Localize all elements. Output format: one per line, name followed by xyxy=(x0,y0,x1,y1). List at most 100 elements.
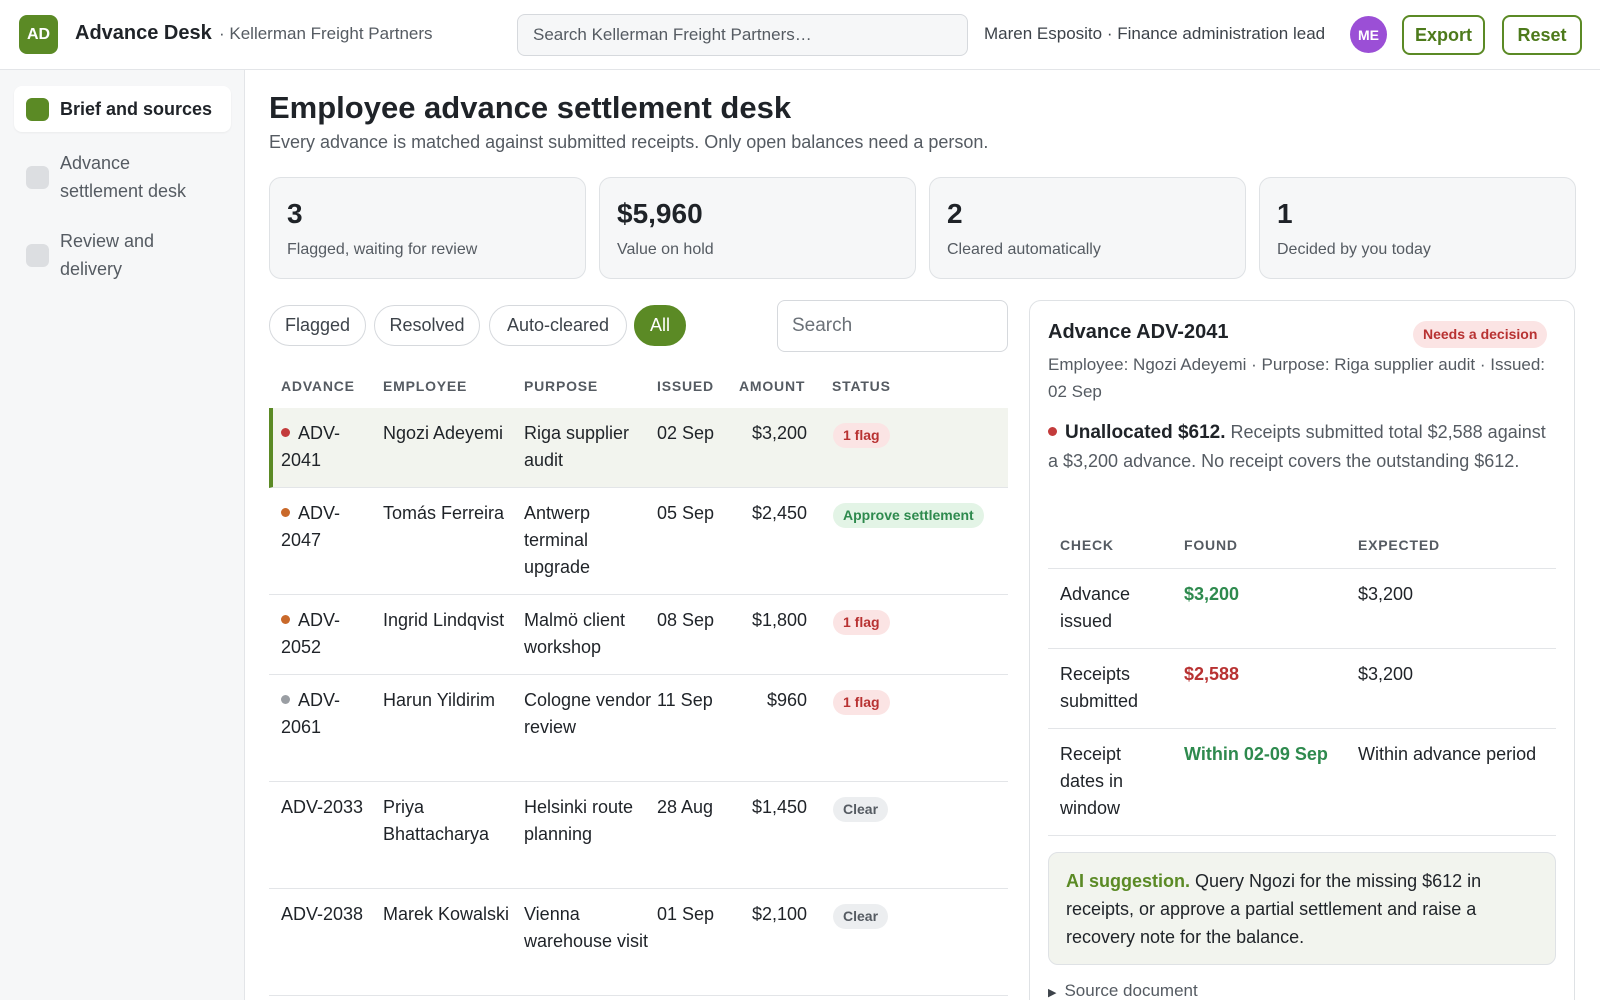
cell-purpose: Antwerp terminal upgrade xyxy=(524,503,591,577)
source-document-toggle[interactable]: ▶ Source document xyxy=(1048,981,1198,1000)
status-badge: Clear xyxy=(833,797,889,822)
cell-employee: Ngozi Adeyemi xyxy=(383,423,504,443)
sidebar: Brief and sources Advance settlement des… xyxy=(0,70,245,1000)
cell-issued: 05 Sep xyxy=(657,503,715,523)
export-button[interactable]: Export xyxy=(1402,15,1485,55)
column-header-purpose: PURPOSE xyxy=(524,378,599,394)
user-label: Maren Esposito · Finance administration … xyxy=(984,24,1326,43)
check-header-expected: EXPECTED xyxy=(1358,537,1440,553)
priority-dot-icon xyxy=(281,695,290,704)
cell-issued: 01 Sep xyxy=(657,904,715,924)
table-row[interactable]: ADV-2047 Tomás Ferreira Antwerp terminal u… xyxy=(269,488,1008,595)
sidebar-item-review-and-delivery[interactable]: Review and delivery xyxy=(14,224,231,286)
check-row: Advance issued $3,200 $3,200 xyxy=(1048,568,1556,648)
status-badge: 1 flag xyxy=(833,423,890,448)
priority-dot-icon xyxy=(281,428,290,437)
filter-auto-cleared[interactable]: Auto-cleared xyxy=(489,305,627,346)
check-found: $2,588 xyxy=(1184,664,1240,684)
filter-flagged[interactable]: Flagged xyxy=(269,305,366,346)
step-indicator-icon xyxy=(26,98,49,121)
cell-purpose: Helsinki route planning xyxy=(524,797,634,844)
cell-amount: $1,450 xyxy=(751,797,807,817)
stat-card-decided: 1 Decided by you today xyxy=(1259,177,1576,279)
cell-employee: Priya Bhattacharya xyxy=(383,797,490,844)
cell-advance: ADV-2061 xyxy=(281,687,371,741)
cell-advance: ADV-2052 xyxy=(281,607,371,661)
check-name: Advance issued xyxy=(1060,584,1131,631)
cell-issued: 28 Aug xyxy=(657,797,714,817)
stat-label: Cleared automatically xyxy=(947,241,1101,258)
status-badge: 1 flag xyxy=(833,610,890,635)
cell-amount: $2,450 xyxy=(751,503,807,523)
cell-amount: $2,100 xyxy=(751,904,807,924)
status-badge: Approve settlement xyxy=(833,503,984,528)
advance-id: ADV-2052 xyxy=(281,610,341,657)
sidebar-item-brief-and-sources[interactable]: Brief and sources xyxy=(14,86,231,132)
cell-advance: ADV-2041 xyxy=(281,420,371,474)
ai-suggestion-text: AI suggestion. Query Ngozi for the missi… xyxy=(1066,867,1542,951)
stat-label: Flagged, waiting for review xyxy=(287,241,478,258)
stat-value: $5,960 xyxy=(617,198,703,229)
disclosure-triangle-icon: ▶ xyxy=(1048,987,1057,999)
table-row[interactable]: ADV-2038 Marek Kowalski Vienna warehouse v… xyxy=(269,889,1008,996)
flag-dot-icon xyxy=(1048,427,1057,436)
reset-button[interactable]: Reset xyxy=(1502,15,1582,55)
cell-amount: $3,200 xyxy=(751,423,807,443)
check-name: Receipts submitted xyxy=(1060,664,1139,711)
stat-card-flagged: 3 Flagged, waiting for review xyxy=(269,177,586,279)
column-header-advance: ADVANCE xyxy=(281,378,355,394)
filter-resolved[interactable]: Resolved xyxy=(374,305,480,346)
check-name: Receipt dates in window xyxy=(1060,744,1124,818)
avatar[interactable]: ME xyxy=(1350,16,1387,53)
column-header-amount: AMOUNT xyxy=(739,378,806,394)
step-indicator-icon xyxy=(26,166,49,189)
advance-id: ADV-2061 xyxy=(281,690,341,737)
page-title: Employee advance settlement desk xyxy=(269,90,792,125)
status-badge: Clear xyxy=(833,904,889,929)
top-bar: AD Advance Desk · Kellerman Freight Part… xyxy=(0,0,1600,70)
advance-id: ADV-2047 xyxy=(281,503,341,550)
stat-value: 3 xyxy=(287,198,303,229)
cell-employee: Ingrid Lindqvist xyxy=(383,610,505,630)
sidebar-item-label: Advance settlement desk xyxy=(60,153,187,201)
check-expected: $3,200 xyxy=(1358,584,1414,604)
ai-suggestion-body: Query Ngozi for the missing $612 in rece… xyxy=(1066,871,1482,947)
cell-employee: Marek Kowalski xyxy=(383,904,510,924)
sidebar-item-label: Brief and sources xyxy=(60,99,213,119)
flag-text: Receipts submitted total $2,588 against … xyxy=(1048,422,1546,471)
cell-employee: Tomás Ferreira xyxy=(383,503,505,523)
advance-id: ADV-2033 xyxy=(281,797,364,817)
step-indicator-icon xyxy=(26,244,49,267)
check-found: $3,200 xyxy=(1184,584,1240,604)
cell-advance: ADV-2038 xyxy=(281,901,371,928)
cell-issued: 08 Sep xyxy=(657,610,715,630)
status-badge: 1 flag xyxy=(833,690,890,715)
priority-dot-icon xyxy=(281,508,290,517)
table-row[interactable]: ADV-2033 Priya Bhattacharya Helsinki route… xyxy=(269,782,1008,889)
cell-advance: ADV-2047 xyxy=(281,500,371,554)
table-row[interactable]: ADV-2041 Ngozi Adeyemi Riga supplier audit… xyxy=(269,408,1008,488)
column-header-status: STATUS xyxy=(832,378,891,394)
stat-label: Decided by you today xyxy=(1277,241,1431,258)
flag-summary: Unallocated $612. Receipts submitted tot… xyxy=(1048,418,1558,476)
table-row[interactable]: ADV-2052 Ingrid Lindqvist Malmö client wor… xyxy=(269,595,1008,675)
detail-meta: Employee: Ngozi Adeyemi · Purpose: Riga … xyxy=(1048,355,1546,401)
detail-title: Advance ADV-2041 xyxy=(1048,321,1229,343)
source-document-label: Source document xyxy=(1064,981,1198,1000)
filter-all[interactable]: All xyxy=(634,305,686,346)
cell-purpose: Cologne vendor review xyxy=(524,690,652,737)
check-found: Within 02-09 Sep xyxy=(1184,744,1328,764)
flag-heading: Unallocated $612. xyxy=(1065,422,1226,443)
table-search-input[interactable] xyxy=(777,300,1008,352)
cell-issued: 11 Sep xyxy=(657,690,713,710)
check-expected: Within advance period xyxy=(1358,744,1537,764)
global-search-input[interactable] xyxy=(517,14,968,56)
table-row[interactable]: ADV-2061 Harun Yildirim Cologne vendor rev… xyxy=(269,675,1008,782)
column-header-employee: EMPLOYEE xyxy=(383,378,468,394)
check-header-found: FOUND xyxy=(1184,537,1238,553)
check-header-check: CHECK xyxy=(1060,537,1114,553)
stat-card-cleared: 2 Cleared automatically xyxy=(929,177,1246,279)
check-expected: $3,200 xyxy=(1358,664,1414,684)
sidebar-item-advance-settlement-desk[interactable]: Advance settlement desk xyxy=(14,146,231,208)
cell-purpose: Vienna warehouse visit xyxy=(524,904,649,951)
